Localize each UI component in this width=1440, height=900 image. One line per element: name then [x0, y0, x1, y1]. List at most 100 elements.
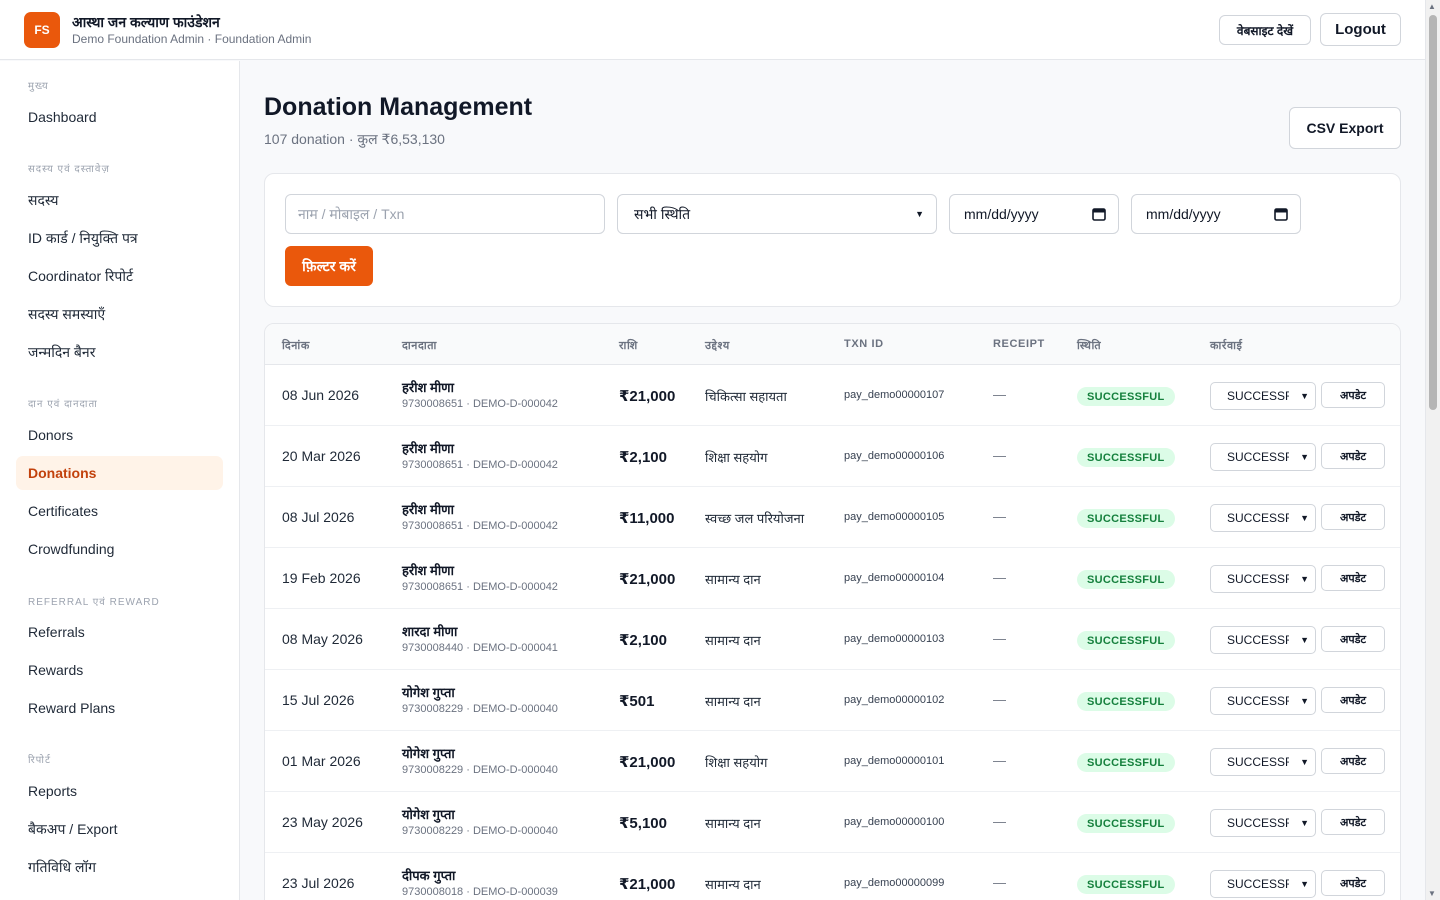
- status-update-select[interactable]: SUCCESSFUL ▼: [1210, 748, 1316, 776]
- status-update-select[interactable]: SUCCESSFUL ▼: [1210, 504, 1316, 532]
- update-button[interactable]: अपडेट: [1321, 443, 1385, 469]
- status-filter-value: सभी स्थिति: [634, 205, 691, 222]
- status-update-value: SUCCESSFUL: [1227, 633, 1289, 647]
- chevron-down-icon: ▼: [1300, 879, 1309, 889]
- status-update-select[interactable]: SUCCESSFUL ▼: [1210, 809, 1316, 837]
- update-button[interactable]: अपडेट: [1321, 382, 1385, 408]
- donation-amount: ₹501: [619, 693, 655, 710]
- donation-amount: ₹5,100: [619, 815, 667, 832]
- sidebar-item-reports[interactable]: Reports: [28, 783, 78, 799]
- calendar-icon[interactable]: [1274, 207, 1288, 221]
- column-header-receipt[interactable]: RECEIPT: [993, 338, 1045, 350]
- sidebar-item-reward-plans[interactable]: Reward Plans: [28, 700, 116, 716]
- scrollbar-thumb[interactable]: [1429, 15, 1437, 410]
- sidebar-item-member-issues[interactable]: सदस्य समस्याएँ: [28, 305, 106, 322]
- donation-date: 01 Mar 2026: [282, 753, 361, 769]
- status-update-value: SUCCESSFUL: [1227, 755, 1289, 769]
- column-header-amount[interactable]: राशि: [619, 340, 638, 352]
- sidebar-item-coordinator-report[interactable]: Coordinator रिपोर्ट: [28, 267, 134, 284]
- transaction-id: pay_demo00000099: [844, 877, 945, 889]
- status-update-value: SUCCESSFUL: [1227, 389, 1289, 403]
- donation-amount: ₹21,000: [619, 876, 676, 893]
- sidebar-item-crowdfunding[interactable]: Crowdfunding: [28, 541, 115, 557]
- filter-button[interactable]: फ़िल्टर करें: [285, 246, 373, 286]
- status-update-select[interactable]: SUCCESSFUL ▼: [1210, 870, 1316, 898]
- status-update-select[interactable]: SUCCESSFUL ▼: [1210, 565, 1316, 593]
- update-button[interactable]: अपडेट: [1321, 748, 1385, 774]
- org-name: आस्था जन कल्याण फाउंडेशन: [72, 14, 220, 30]
- sidebar-item-backup-export[interactable]: बैकअप / Export: [28, 820, 118, 837]
- donor-name: हरीश मीणा: [402, 380, 454, 395]
- table-row: 23 Jul 2026 दीपक गुप्ता 9730008018 · DEMO-…: [265, 853, 1400, 900]
- view-website-button[interactable]: वेबसाइट देखें: [1219, 15, 1311, 45]
- date-from-input[interactable]: mm/dd/yyyy: [949, 194, 1119, 234]
- column-header-status[interactable]: स्थिति: [1077, 340, 1102, 352]
- donation-purpose: चिकित्सा सहायता: [705, 389, 787, 404]
- chevron-down-icon: ▼: [1300, 513, 1309, 523]
- calendar-icon[interactable]: [1092, 207, 1106, 221]
- status-badge: SUCCESSFUL: [1077, 753, 1175, 772]
- donor-details: 9730008018 · DEMO-D-000039: [402, 886, 558, 898]
- table-row: 15 Jul 2026 योगेश गुप्ता 9730008229 · DEMO…: [265, 670, 1400, 731]
- sidebar-item-donors[interactable]: Donors: [28, 427, 74, 443]
- sidebar-item-referrals[interactable]: Referrals: [28, 624, 85, 640]
- sidebar-item-id-cards[interactable]: ID कार्ड / नियुक्ति पत्र: [28, 229, 138, 246]
- column-header-txn-id[interactable]: TXN ID: [844, 338, 884, 350]
- receipt-value: —: [993, 448, 1006, 463]
- status-badge: SUCCESSFUL: [1077, 448, 1175, 467]
- date-from-value: mm/dd/yyyy: [964, 206, 1039, 222]
- status-badge: SUCCESSFUL: [1077, 814, 1175, 833]
- receipt-value: —: [993, 570, 1006, 585]
- column-header-donor[interactable]: दानदाता: [402, 340, 438, 352]
- status-update-select[interactable]: SUCCESSFUL ▼: [1210, 443, 1316, 471]
- chevron-down-icon: ▼: [1300, 696, 1309, 706]
- csv-export-button[interactable]: CSV Export: [1289, 107, 1401, 149]
- update-button[interactable]: अपडेट: [1321, 626, 1385, 652]
- table-row: 23 May 2026 योगेश गुप्ता 9730008229 · DEMO…: [265, 792, 1400, 853]
- table-row: 08 Jun 2026 हरीश मीणा 9730008651 · DEMO-D-…: [265, 365, 1400, 426]
- status-update-select[interactable]: SUCCESSFUL ▼: [1210, 626, 1316, 654]
- transaction-id: pay_demo00000104: [844, 572, 945, 584]
- donor-details: 9730008651 · DEMO-D-000042: [402, 581, 558, 593]
- update-button[interactable]: अपडेट: [1321, 687, 1385, 713]
- sidebar-item-dashboard[interactable]: Dashboard: [28, 109, 97, 125]
- logout-button[interactable]: Logout: [1320, 13, 1401, 46]
- status-filter-select[interactable]: सभी स्थिति ▼: [617, 194, 937, 234]
- date-to-input[interactable]: mm/dd/yyyy: [1131, 194, 1301, 234]
- page-title: Donation Management: [264, 93, 533, 121]
- column-header-date[interactable]: दिनांक: [282, 340, 310, 352]
- sidebar-item-rewards[interactable]: Rewards: [28, 662, 84, 678]
- scroll-up-icon[interactable]: ▲: [1428, 2, 1436, 11]
- update-button[interactable]: अपडेट: [1321, 504, 1385, 530]
- sidebar-item-certificates[interactable]: Certificates: [28, 503, 99, 519]
- column-header-purpose[interactable]: उद्देश्य: [705, 340, 730, 352]
- status-update-select[interactable]: SUCCESSFUL ▼: [1210, 382, 1316, 410]
- status-update-select[interactable]: SUCCESSFUL ▼: [1210, 687, 1316, 715]
- donation-date: 23 Jul 2026: [282, 875, 355, 891]
- sidebar: मुख्य Dashboard सदस्य एवं दस्तावेज़ सदस्…: [0, 61, 240, 900]
- update-button[interactable]: अपडेट: [1321, 809, 1385, 835]
- sidebar-item-donations[interactable]: Donations: [16, 456, 223, 490]
- status-badge: SUCCESSFUL: [1077, 692, 1175, 711]
- update-button[interactable]: अपडेट: [1321, 565, 1385, 591]
- sidebar-item-members[interactable]: सदस्य: [28, 191, 59, 208]
- search-input[interactable]: नाम / मोबाइल / Txn: [285, 194, 605, 234]
- top-bar: FS आस्था जन कल्याण फाउंडेशन Demo Foundat…: [0, 0, 1425, 60]
- org-logo: FS: [24, 12, 60, 48]
- donation-amount: ₹11,000: [619, 510, 675, 527]
- sidebar-item-birthday-banner[interactable]: जन्मदिन बैनर: [28, 343, 96, 360]
- donations-table: दिनांक दानदाता राशि उद्देश्य TXN ID RECE…: [264, 323, 1401, 900]
- receipt-value: —: [993, 509, 1006, 524]
- sidebar-section-main: मुख्य: [28, 81, 49, 92]
- page-scrollbar[interactable]: ▲ ▼: [1425, 0, 1440, 900]
- table-row: 01 Mar 2026 योगेश गुप्ता 9730008229 · DEMO…: [265, 731, 1400, 792]
- chevron-down-icon: ▼: [1300, 574, 1309, 584]
- transaction-id: pay_demo00000102: [844, 694, 945, 706]
- donation-date: 15 Jul 2026: [282, 692, 355, 708]
- donation-purpose: स्वच्छ जल परियोजना: [705, 511, 805, 526]
- update-button[interactable]: अपडेट: [1321, 870, 1385, 896]
- donation-amount: ₹21,000: [619, 571, 676, 588]
- sidebar-item-activity-log[interactable]: गतिविधि लॉग: [28, 858, 97, 875]
- donor-name: हरीश मीणा: [402, 441, 454, 456]
- scroll-down-icon[interactable]: ▼: [1428, 889, 1436, 898]
